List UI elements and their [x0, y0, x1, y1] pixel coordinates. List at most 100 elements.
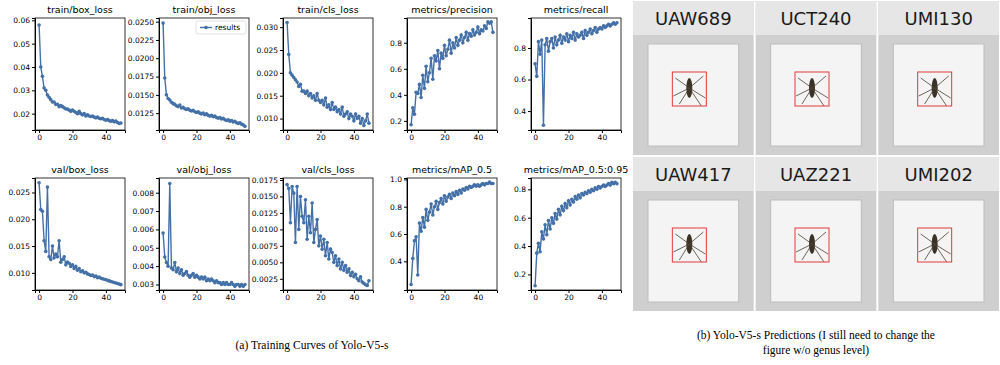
point [46, 185, 50, 189]
x-tick: 20 [564, 290, 574, 302]
point [533, 62, 537, 66]
y-tick-label: 0.0100 [252, 225, 278, 234]
y-tick-label: 0.0050 [252, 258, 278, 267]
point [592, 29, 596, 33]
point [453, 46, 457, 50]
point [552, 222, 556, 226]
point [173, 261, 177, 265]
point [322, 103, 326, 107]
y-tick-mark [32, 20, 35, 21]
x-tick: 0 [37, 290, 42, 302]
x-tick-label: 40 [474, 133, 484, 142]
y-tick-mark [156, 40, 159, 41]
x-axis: 02040 [408, 290, 498, 302]
point [428, 71, 432, 75]
x-tick-label: 40 [350, 293, 360, 302]
point [615, 21, 619, 25]
y-tick-label: 0.0125 [252, 209, 278, 218]
line [411, 182, 493, 284]
y-tick-label: 0.04 [13, 63, 30, 72]
point [44, 250, 48, 254]
y-tick-mark [32, 273, 35, 274]
line [163, 184, 245, 287]
point [171, 268, 175, 272]
point [585, 34, 589, 38]
point [419, 96, 423, 100]
point [300, 214, 304, 218]
y-tick-mark [280, 73, 283, 74]
point [49, 258, 53, 262]
y-tick-label: 0.6 [514, 214, 526, 223]
y-tick: 0.0075 [252, 242, 283, 251]
point [165, 93, 169, 97]
y-tick: 0.030 [257, 23, 283, 32]
point [330, 251, 334, 255]
point [41, 209, 45, 213]
point [553, 35, 557, 39]
y-axis-line [404, 19, 408, 131]
point [411, 106, 415, 110]
point [429, 202, 433, 206]
y-tick: 0.6 [390, 230, 407, 239]
point [161, 231, 165, 235]
point [558, 34, 562, 38]
point [285, 21, 289, 25]
point [568, 34, 572, 38]
point [413, 113, 417, 117]
x-axis-line [36, 291, 126, 294]
point [166, 264, 170, 268]
x-axis: 02040 [36, 290, 126, 302]
y-tick: 1.0 [390, 175, 407, 184]
photo-label: UCT240 [780, 8, 851, 29]
point [588, 27, 592, 31]
prediction-box [795, 228, 829, 262]
plot-frame [35, 178, 125, 290]
point [165, 261, 169, 265]
y-tick-mark [528, 189, 531, 190]
point [456, 44, 460, 48]
y-tick-mark [404, 69, 407, 70]
y-tick: 0.4 [514, 242, 531, 251]
y-tick: 0.004 [133, 262, 159, 271]
y-tick-label: 0.06 [13, 16, 30, 25]
y-axis: 0.0100.0150.0200.025 [9, 179, 36, 291]
y-tick: 0.6 [514, 214, 531, 223]
y-tick-mark [528, 48, 531, 49]
point [287, 187, 291, 191]
caption: figure w/o genus level) [763, 344, 870, 357]
y-tick: 0.0250 [128, 18, 159, 27]
y-tick-label: 0.0225 [128, 36, 154, 45]
y-tick: 0.8 [390, 39, 407, 48]
y-tick-label: 0.025 [257, 46, 279, 55]
y-tick: 0.4 [390, 91, 407, 100]
point [471, 28, 475, 32]
line [411, 22, 493, 125]
y-tick-label: 0.0125 [128, 109, 154, 118]
x-axis-line [532, 291, 622, 294]
line [535, 182, 617, 285]
y-tick-label: 0.02 [13, 110, 30, 119]
point [51, 244, 55, 248]
y-axis: 0.0100.0150.0200.0250.030 [257, 19, 284, 131]
point [322, 237, 326, 241]
point [575, 197, 579, 201]
point [543, 43, 547, 47]
point [572, 30, 576, 34]
point [342, 268, 346, 272]
y-tick-label: 0.007 [133, 207, 155, 216]
point [320, 98, 324, 102]
y-tick-label: 0.010 [257, 114, 279, 123]
y-axis-line [156, 19, 160, 131]
point [243, 283, 247, 287]
x-tick-label: 20 [68, 133, 78, 142]
y-tick: 0.04 [13, 63, 35, 72]
y-tick: 0.0125 [128, 109, 159, 118]
y-tick: 0.010 [9, 269, 35, 278]
point [557, 207, 561, 211]
mosquito [919, 76, 951, 106]
point [340, 261, 344, 265]
y-tick-mark [528, 218, 531, 219]
photo-label-area [756, 1, 877, 35]
point [418, 221, 422, 225]
point [433, 205, 437, 209]
